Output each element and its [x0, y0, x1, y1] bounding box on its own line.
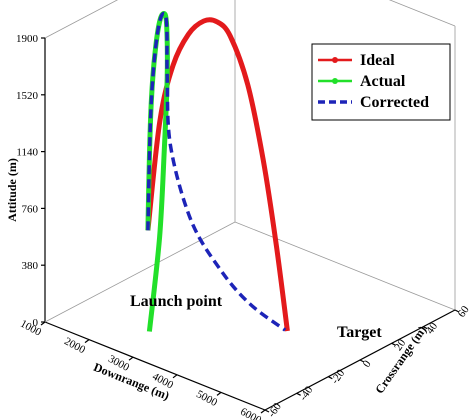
- legend: Ideal Actual Corrected: [311, 43, 451, 121]
- y-tick: [328, 376, 333, 380]
- trajectory-curves: [145, 10, 290, 332]
- legend-ideal-marker: [332, 57, 338, 63]
- y-tick: [391, 342, 396, 346]
- y-tick-label: -20: [329, 367, 348, 386]
- floor-back-edge: [234, 221, 456, 311]
- x-tick: [128, 356, 134, 361]
- target-label: Target: [337, 324, 382, 341]
- y-tick-label: 60: [456, 303, 472, 319]
- x-tick: [216, 391, 222, 396]
- y-tick-label: 0: [361, 358, 374, 370]
- x-tick: [260, 409, 266, 414]
- x-tick-label: 2000: [62, 335, 87, 356]
- z-tick-label: 760: [22, 203, 39, 215]
- legend-actual-marker: [332, 78, 338, 84]
- x-axis-line: [44, 321, 266, 411]
- legend-actual-label: Actual: [360, 73, 406, 90]
- series-corrected-line: [146, 11, 287, 332]
- y-tick: [423, 326, 428, 330]
- floor-left-edge: [44, 221, 236, 323]
- x-tick: [172, 374, 178, 379]
- z-tick-label: 380: [22, 260, 39, 272]
- z-tick-label: 1520: [16, 90, 39, 102]
- y-tick: [359, 359, 365, 363]
- launch-point-label: Launch point: [130, 293, 223, 310]
- legend-corrected-label: Corrected: [360, 94, 429, 111]
- z-tick-label: 1900: [16, 33, 39, 45]
- legend-ideal-label: Ideal: [360, 52, 395, 69]
- y-tick: [454, 309, 460, 313]
- y-tick-label: -60: [266, 400, 285, 419]
- y-tick-label: -40: [297, 384, 316, 403]
- annotations: Launch point Target: [130, 293, 382, 341]
- x-tick-label: 1000: [18, 318, 43, 339]
- z-axis-label: Attitude (m): [5, 158, 19, 222]
- y-tick: [296, 392, 301, 396]
- y-tick: [264, 409, 270, 413]
- x-tick: [40, 321, 46, 326]
- left-top-edge: [44, 0, 119, 39]
- x-tick-label: 5000: [194, 388, 219, 409]
- z-tick-label: 1140: [16, 147, 38, 159]
- series-actual-line: [145, 10, 170, 332]
- back-top-edge: [388, 0, 456, 27]
- x-tick: [84, 339, 90, 344]
- z-tick-label: 0: [33, 317, 39, 329]
